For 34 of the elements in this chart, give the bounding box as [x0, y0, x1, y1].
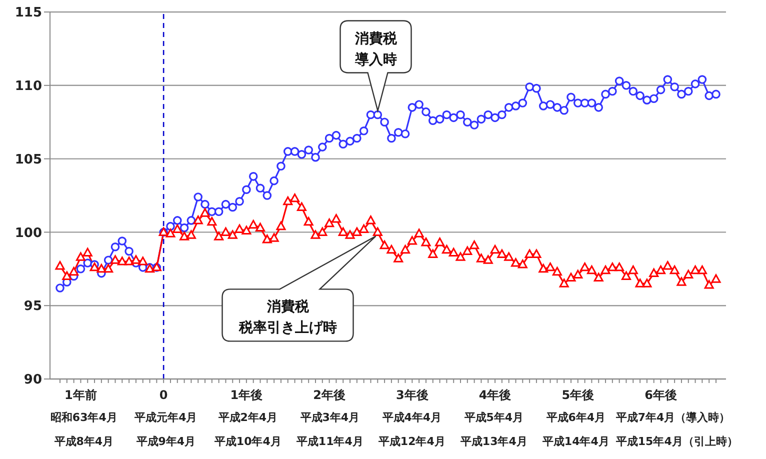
annotation: 消費税 — [354, 30, 398, 47]
text: 平成15年4月（引上時） — [614, 435, 738, 448]
y-tick-label: 105 — [14, 152, 42, 168]
x-tick-label: 1年前 — [64, 388, 97, 402]
x-tick-label: 0 — [159, 388, 168, 402]
x-tick-label: 6年後 — [644, 388, 677, 402]
annotation: 導入時 — [354, 50, 397, 68]
text: 平成4年4月 — [381, 411, 442, 424]
y-tick-label: 95 — [24, 299, 42, 314]
x-tick-label: 3年後 — [396, 388, 428, 402]
x-tick-label: 5年後 — [562, 388, 594, 402]
y-tick-label: 100 — [14, 226, 42, 241]
text: 平成13年4月 — [459, 435, 528, 448]
annotation: 税率引き上げ時 — [238, 319, 337, 336]
text: 平成11年4月 — [295, 435, 364, 448]
text: 平成12年4月 — [377, 435, 446, 448]
y-tick-label: 90 — [24, 372, 42, 388]
text: 平成7年4月（導入時） — [614, 411, 730, 424]
text: 平成2年4月 — [217, 411, 278, 424]
text: 平成14年4月 — [541, 435, 610, 448]
y-tick-label: 110 — [14, 79, 42, 94]
x-tick-label: 4年後 — [478, 388, 512, 402]
x-tick-label: 1年後 — [230, 388, 263, 402]
text: 平成3年4月 — [299, 411, 360, 424]
text: 平成8年4月 — [53, 435, 114, 448]
text: 平成9年4月 — [135, 435, 196, 448]
text: 昭和63年4月 — [50, 411, 118, 424]
text: 平成10年4月 — [213, 435, 282, 448]
annotation: 消費税 — [266, 298, 310, 316]
text: 平成元年4月 — [134, 411, 198, 424]
x-tick-label: 2年後 — [313, 388, 346, 402]
y-tick-label: 115 — [14, 6, 42, 21]
text: 平成6年4月 — [545, 411, 606, 424]
text: 平成5年4月 — [463, 411, 524, 424]
